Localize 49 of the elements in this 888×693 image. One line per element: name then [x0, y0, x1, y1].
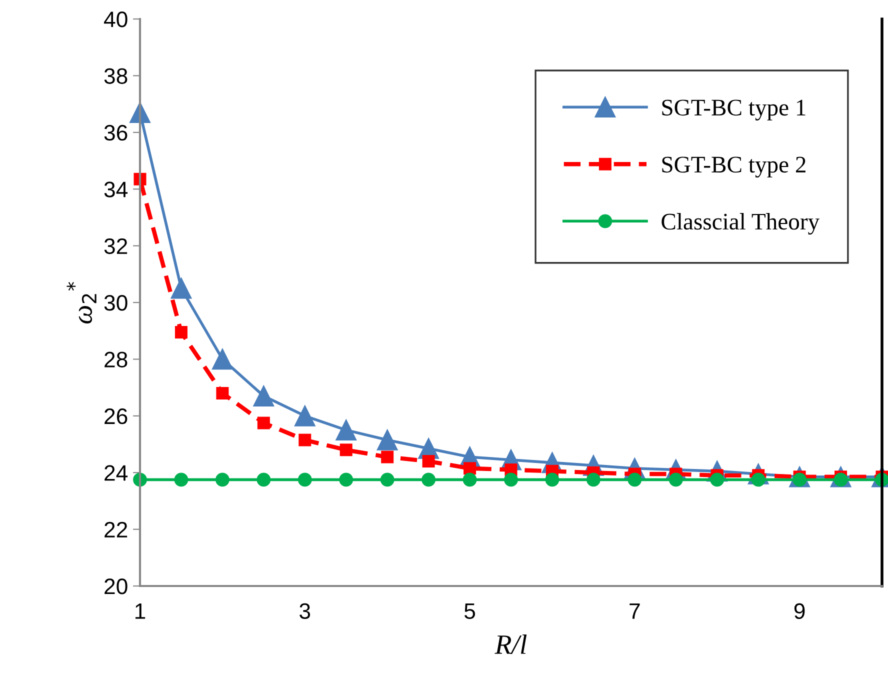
- y-tick-label: 22: [104, 522, 128, 538]
- point: [710, 472, 724, 487]
- point: [257, 416, 270, 430]
- point: [586, 472, 600, 487]
- point: [380, 472, 394, 487]
- x-tick-label: 1: [136, 603, 146, 619]
- point: [464, 462, 476, 475]
- point: [422, 472, 436, 487]
- point: [256, 472, 271, 487]
- legend-label: Classcial Theory: [662, 213, 820, 235]
- y-tick-label: 26: [104, 408, 128, 424]
- point: [298, 434, 312, 446]
- point: [381, 450, 394, 464]
- point: [174, 326, 188, 339]
- point: [253, 386, 274, 406]
- point: [339, 472, 354, 487]
- y-tick-label: 38: [104, 68, 128, 84]
- point: [545, 472, 560, 487]
- point: [216, 386, 229, 400]
- y-tick-label: 40: [104, 12, 128, 28]
- point: [212, 348, 233, 370]
- point: [628, 472, 642, 487]
- point: [376, 430, 398, 450]
- x-tick-label: 3: [300, 603, 310, 619]
- point: [462, 472, 477, 487]
- point: [504, 472, 518, 487]
- point: [174, 472, 188, 487]
- x-axis-title: R/l: [494, 634, 527, 654]
- y-tick-label: 34: [104, 182, 128, 198]
- legend-label: SGT-BC type 1: [662, 100, 806, 120]
- y-tick-label: 36: [104, 124, 128, 141]
- y-tick-label: 20: [104, 578, 128, 594]
- y-tick-label: 32: [104, 238, 128, 254]
- point: [294, 405, 316, 426]
- point: [340, 444, 352, 456]
- x-tick-label: 9: [794, 603, 805, 619]
- y-tick-label: 24: [104, 465, 128, 481]
- point: [298, 472, 312, 487]
- point: [668, 472, 683, 487]
- x-tick-label: 5: [464, 603, 476, 619]
- y-tick-label: 30: [104, 295, 128, 311]
- point: [216, 472, 230, 487]
- point: [170, 278, 192, 299]
- point: [422, 455, 435, 468]
- point: [336, 420, 357, 440]
- legend-label: SGT-BC type 2: [662, 156, 806, 178]
- x-tick-label: 7: [630, 603, 640, 619]
- y-axis-title: ω$_{2}$$^{*}$: [66, 282, 96, 324]
- y-tick-label: 28: [104, 352, 128, 368]
